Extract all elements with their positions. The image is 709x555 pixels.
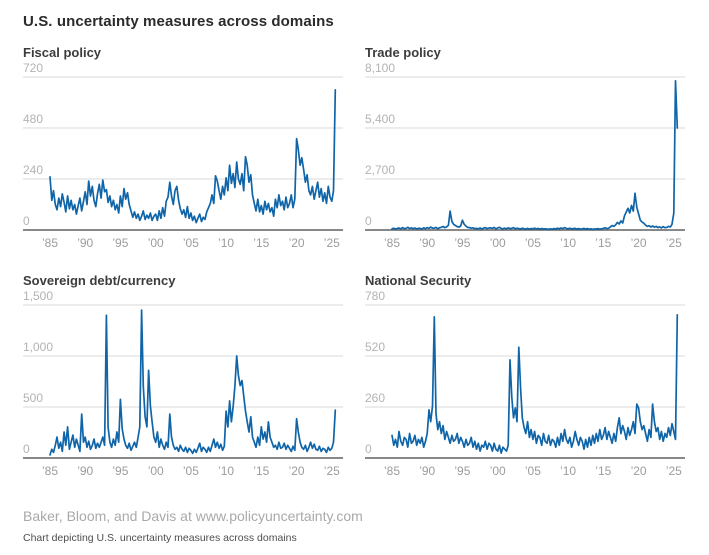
svg-text:’10: ’10: [218, 464, 234, 478]
svg-text:’10: ’10: [560, 464, 576, 478]
panel-sovereign-debt-currency: Sovereign debt/currency 0 500 1,000 1,500 ’8…: [23, 273, 343, 493]
svg-text:’90: ’90: [419, 464, 435, 478]
svg-text:2,700: 2,700: [365, 163, 395, 177]
svg-text:’25: ’25: [666, 464, 682, 478]
svg-text:’10: ’10: [218, 236, 234, 250]
svg-text:’90: ’90: [419, 236, 435, 250]
svg-text:’05: ’05: [183, 236, 199, 250]
trade-policy-chart: 0 2,700 5,400 8,100 ’85 ’90 ’95 ’00 ’05 ’10 ’15 ’20…: [365, 61, 685, 250]
svg-text:’90: ’90: [77, 464, 93, 478]
national-security-chart: 0 260 520 780 ’85 ’90 ’95 ’00 ’05 ’10 ’15 ’20 ’25: [365, 289, 685, 478]
svg-text:’95: ’95: [112, 464, 128, 478]
svg-text:720: 720: [23, 61, 43, 75]
svg-text:’15: ’15: [253, 464, 269, 478]
svg-text:’10: ’10: [560, 236, 576, 250]
svg-text:’85: ’85: [42, 464, 58, 478]
svg-text:’15: ’15: [253, 236, 269, 250]
svg-text:’15: ’15: [595, 236, 611, 250]
panel-fiscal-policy: Fiscal policy 0 240 480 720 ’85 ’90 ’95 ’00 ’05 ’…: [23, 45, 343, 265]
svg-text:’15: ’15: [595, 464, 611, 478]
panel-trade-policy: Trade policy 0 2,700 5,400 8,100 ’85 ’90 ’95 ’0…: [365, 45, 685, 265]
svg-text:480: 480: [23, 112, 43, 126]
svg-text:1,500: 1,500: [23, 289, 53, 303]
panel-national-security: National Security 0 260 520 780 ’85 ’90 ’95 ’00…: [365, 273, 685, 493]
svg-text:’20: ’20: [631, 464, 647, 478]
svg-text:’85: ’85: [384, 464, 400, 478]
svg-text:’20: ’20: [289, 464, 305, 478]
panel-title-sovereign-debt-currency: Sovereign debt/currency: [23, 273, 176, 288]
svg-text:’20: ’20: [631, 236, 647, 250]
svg-text:’05: ’05: [525, 236, 541, 250]
svg-text:8,100: 8,100: [365, 61, 395, 75]
charts-grid: Fiscal policy 0 240 480 720 ’85 ’90 ’95 ’00 ’05 ’…: [23, 45, 685, 493]
svg-text:0: 0: [23, 442, 30, 456]
svg-text:5,400: 5,400: [365, 112, 395, 126]
page-title: U.S. uncertainty measures across domains: [23, 13, 334, 30]
panel-title-fiscal-policy: Fiscal policy: [23, 45, 102, 60]
chart-caption: Chart depicting U.S. uncertainty measure…: [23, 532, 297, 544]
source-attribution: Baker, Bloom, and Davis at www.policyunc…: [23, 508, 363, 524]
svg-text:’20: ’20: [289, 236, 305, 250]
svg-text:’95: ’95: [454, 464, 470, 478]
panel-title-trade-policy: Trade policy: [365, 45, 441, 60]
svg-text:’85: ’85: [42, 236, 58, 250]
svg-text:’00: ’00: [490, 464, 506, 478]
svg-text:0: 0: [23, 214, 30, 228]
svg-text:’00: ’00: [490, 236, 506, 250]
svg-text:’00: ’00: [148, 236, 164, 250]
svg-text:’05: ’05: [183, 464, 199, 478]
svg-text:’95: ’95: [112, 236, 128, 250]
svg-text:500: 500: [23, 391, 43, 405]
svg-text:520: 520: [365, 340, 385, 354]
svg-text:0: 0: [365, 214, 372, 228]
svg-text:’25: ’25: [324, 464, 340, 478]
svg-text:’05: ’05: [525, 464, 541, 478]
svg-text:260: 260: [365, 391, 385, 405]
svg-text:’25: ’25: [324, 236, 340, 250]
svg-text:’85: ’85: [384, 236, 400, 250]
svg-text:240: 240: [23, 163, 43, 177]
fiscal-policy-chart: 0 240 480 720 ’85 ’90 ’95 ’00 ’05 ’10 ’15 ’20 ’25: [23, 61, 343, 250]
svg-text:’95: ’95: [454, 236, 470, 250]
svg-text:’25: ’25: [666, 236, 682, 250]
svg-text:0: 0: [365, 442, 372, 456]
sovereign-debt-currency-chart: 0 500 1,000 1,500 ’85 ’90 ’95 ’00 ’05 ’10 ’15 ’20 ’2…: [23, 289, 343, 478]
svg-text:1,000: 1,000: [23, 340, 53, 354]
svg-text:’90: ’90: [77, 236, 93, 250]
svg-text:’00: ’00: [148, 464, 164, 478]
svg-text:780: 780: [365, 289, 385, 303]
panel-title-national-security: National Security: [365, 273, 472, 288]
